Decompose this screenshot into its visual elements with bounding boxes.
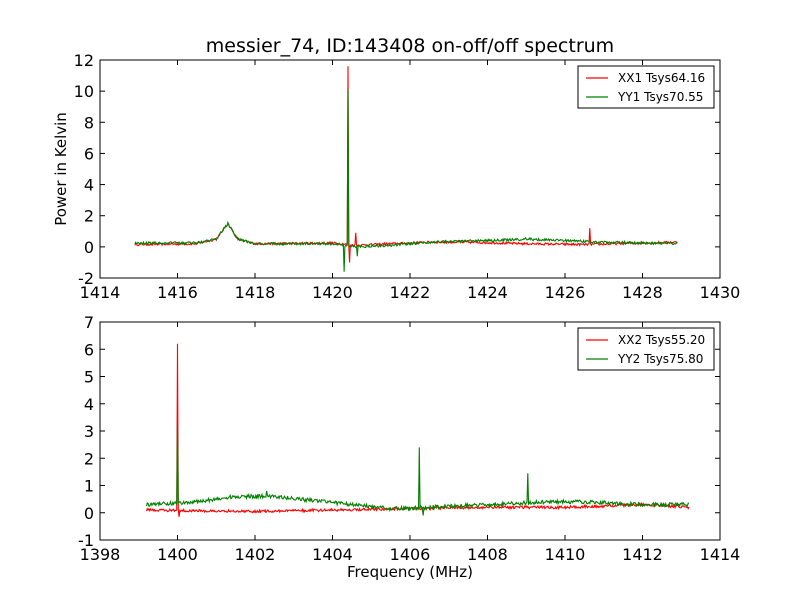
x-tick-label: 1428: [622, 283, 663, 302]
x-tick-label: 1422: [390, 283, 431, 302]
x-tick-label: 1404: [312, 545, 353, 564]
x-tick-label: 1414: [80, 283, 121, 302]
x-tick-label: 1398: [80, 545, 121, 564]
y-tick-label: 1: [84, 477, 94, 496]
y-tick-label: 0: [84, 504, 94, 523]
y-tick-label: -1: [78, 531, 94, 550]
x-tick-label: 1410: [545, 545, 586, 564]
x-tick-label: 1416: [157, 283, 198, 302]
legend-entry: XX1 Tsys64.16: [618, 71, 705, 85]
y-tick-label: 12: [74, 51, 94, 70]
x-tick-label: 1424: [467, 283, 508, 302]
legend-entry: YY1 Tsys70.55: [617, 90, 703, 104]
series-line-yy2: [145, 422, 690, 516]
legend-entry: XX2 Tsys55.20: [618, 333, 705, 347]
x-tick-label: 1430: [700, 283, 741, 302]
x-tick-label: 1400: [157, 545, 198, 564]
bottom-panel: 1398 1400 1402 1404 1406 1408 1410 1412 1414 -1 0 1…: [78, 313, 740, 581]
y-tick-label: 10: [74, 82, 94, 101]
y-tick-label: 6: [84, 144, 94, 163]
x-tick-label: 1414: [700, 545, 741, 564]
x-tick-label: 1412: [622, 545, 663, 564]
y-tick-label: 0: [84, 238, 94, 257]
legend: XX1 Tsys64.16 YY1 Tsys70.55: [577, 65, 715, 109]
chart-title: messier_74, ID:143408 on-off/off spectru…: [206, 35, 614, 57]
legend-entry: YY2 Tsys75.80: [617, 352, 703, 366]
x-tick-label: 1418: [235, 283, 276, 302]
y-tick-label: -2: [78, 269, 94, 288]
x-tick-label: 1402: [235, 545, 276, 564]
y-tick-label: 2: [84, 449, 94, 468]
y-tick-label: 6: [84, 340, 94, 359]
y-tick-label: 3: [84, 422, 94, 441]
series-line-yy1: [134, 89, 678, 272]
top-panel: 1414 1416 1418 1420 1422 1424 1426 1428 1430 -2 0 2…: [52, 51, 740, 302]
x-axis-label: Frequency (MHz): [347, 563, 473, 581]
x-tick-label: 1406: [390, 545, 431, 564]
y-tick-label: 7: [84, 313, 94, 332]
y-tick-label: 8: [84, 113, 94, 132]
x-tick-label: 1408: [467, 545, 508, 564]
y-tick-label: 5: [84, 368, 94, 387]
y-tick-label: 4: [84, 395, 94, 414]
x-tick-label: 1426: [545, 283, 586, 302]
y-tick-label: 4: [84, 176, 94, 195]
x-tick-label: 1420: [312, 283, 353, 302]
y-tick-label: 2: [84, 207, 94, 226]
legend: XX2 Tsys55.20 YY2 Tsys75.80: [577, 327, 715, 371]
y-axis-label: Power in Kelvin: [52, 112, 70, 226]
